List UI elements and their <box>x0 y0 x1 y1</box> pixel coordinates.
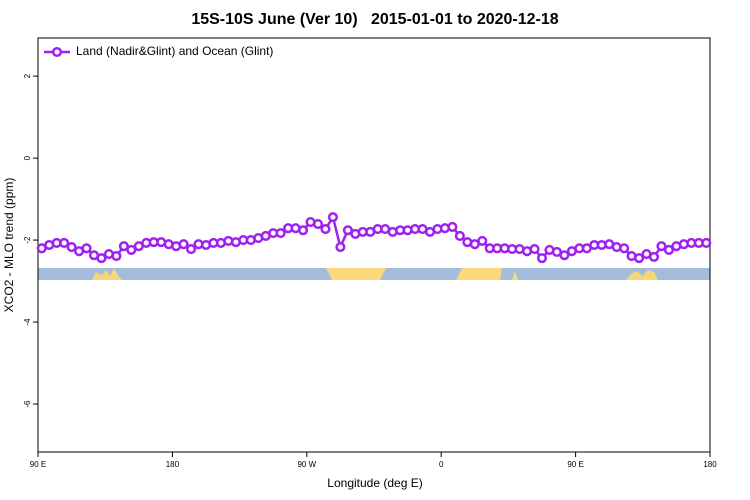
data-point <box>298 225 309 236</box>
y-tick-label: -6 <box>23 400 32 408</box>
series-line <box>41 213 707 261</box>
data-point <box>312 219 324 230</box>
x-tick-label: 180 <box>166 460 180 469</box>
data-point <box>536 253 548 264</box>
data-point <box>59 237 70 249</box>
data-point <box>275 228 286 239</box>
data-point <box>663 244 674 255</box>
chart-title: 15S-10S June (Ver 10) 2015-01-01 to 2020… <box>191 11 558 28</box>
y-tick-label: -2 <box>23 236 32 244</box>
y-tick-label: 2 <box>23 73 32 78</box>
x-tick-label: 180 <box>703 460 717 469</box>
land-ocean-band <box>38 268 710 280</box>
x-axis-label: Longitude (deg E) <box>327 476 422 490</box>
data-point <box>327 212 338 223</box>
x-tick-label: 0 <box>439 460 444 469</box>
data-point <box>634 253 645 264</box>
y-axis-label: XCO2 - MLO trend (ppm) <box>2 178 16 313</box>
land-shape <box>92 268 122 280</box>
data-point <box>656 241 667 252</box>
data-point <box>126 244 137 255</box>
data-point <box>96 253 107 264</box>
data-point <box>529 244 540 255</box>
data-point <box>335 241 346 253</box>
data-point <box>447 221 458 233</box>
y-tick-label: -4 <box>23 318 32 326</box>
data-point <box>66 241 77 253</box>
data-point <box>342 225 353 236</box>
land-shape <box>512 271 518 280</box>
land-shape <box>456 268 502 280</box>
data-point <box>320 223 331 235</box>
data-point <box>118 241 129 252</box>
legend-label: Land (Nadir&Glint) and Ocean (Glint) <box>76 44 273 58</box>
legend-marker <box>51 46 63 58</box>
land-shape <box>626 270 658 280</box>
data-point <box>648 251 660 262</box>
data-point <box>559 250 570 261</box>
data-point <box>111 251 122 262</box>
x-tick-label: 90 E <box>30 460 46 469</box>
data-point <box>454 230 465 242</box>
data-point <box>701 237 712 249</box>
x-tick-label: 90 E <box>567 460 583 469</box>
data-point <box>477 235 488 246</box>
x-tick-label: 90 W <box>297 460 316 469</box>
data-point <box>81 243 92 254</box>
data-point <box>619 243 630 254</box>
y-tick-label: 0 <box>23 155 32 160</box>
data-point <box>178 239 189 250</box>
data-point <box>186 244 197 255</box>
land-shape <box>326 268 386 280</box>
